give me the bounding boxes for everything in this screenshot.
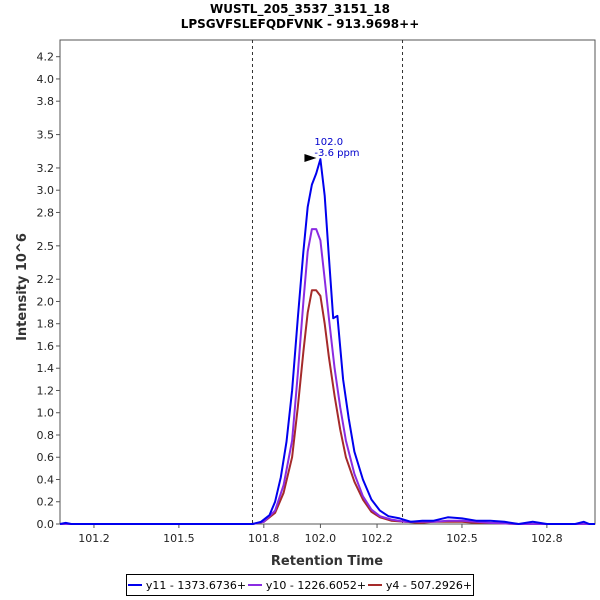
y-tick-label: 0.2 — [37, 496, 55, 509]
x-tick-label: 102.8 — [531, 532, 563, 545]
y-tick-label: 3.5 — [37, 129, 55, 142]
y-tick-label: 4.0 — [37, 73, 55, 86]
y-tick-label: 0.0 — [37, 518, 55, 531]
legend-item: y11 - 1373.6736+ — [127, 578, 247, 592]
y-tick-label: 2.0 — [37, 295, 55, 308]
y-tick-label: 0.6 — [37, 451, 55, 464]
peak-annotation-rt: 102.0 — [314, 137, 343, 148]
y-axis-ticks: 0.0 0.2 0.4 0.6 0.8 1.0 1.2 1.4 1.6 1.8 2.0 2.2 2.5 2… — [37, 51, 60, 531]
integration-boundaries — [251, 40, 404, 524]
plot-area — [59, 39, 596, 525]
y-tick-label: 2.5 — [37, 240, 55, 253]
y-tick-label: 0.4 — [37, 473, 55, 486]
x-tick-label: 101.5 — [163, 532, 195, 545]
legend-label: y4 - 507.2926+ — [385, 578, 473, 592]
y-tick-label: 3.0 — [37, 184, 55, 197]
series-line — [60, 289, 595, 525]
x-tick-label: 101.2 — [78, 532, 110, 545]
legend-label: y11 - 1373.6736+ — [145, 578, 247, 592]
peak-annotation: 102.0 -3.6 ppm — [304, 137, 360, 163]
legend-item: y10 - 1226.6052+ — [247, 578, 367, 592]
y-tick-label: 1.6 — [37, 340, 55, 353]
series-line — [59, 158, 595, 525]
y-tick-label: 4.2 — [37, 51, 55, 64]
chart-title: WUSTL_205_3537_3151_18 — [210, 2, 390, 16]
legend-label: y10 - 1226.6052+ — [265, 578, 367, 592]
x-axis-ticks: 101.2 101.5 101.8 102.0 102.2 102.5 102.8 — [78, 524, 563, 545]
y-tick-label: 0.8 — [37, 429, 55, 442]
y-tick-label: 2.2 — [37, 273, 55, 286]
y-tick-label: 3.8 — [37, 95, 55, 108]
x-tick-label: 102.5 — [446, 532, 478, 545]
peak-annotation-ppm: -3.6 ppm — [314, 148, 359, 159]
legend-swatch — [247, 584, 262, 586]
y-tick-label: 1.8 — [37, 318, 55, 331]
y-tick-label: 1.2 — [37, 384, 55, 397]
peak-marker-icon — [304, 154, 317, 163]
x-axis-title: Retention Time — [271, 554, 383, 569]
x-tick-label: 102.2 — [361, 532, 393, 545]
legend-item: y4 - 507.2926+ — [367, 578, 473, 592]
series-lines — [59, 158, 595, 525]
chart-subtitle: LPSGVFSLEFQDFVNK - 913.9698++ — [180, 17, 420, 31]
y-tick-label: 3.2 — [37, 162, 55, 175]
legend-swatch — [367, 584, 382, 586]
legend-swatch — [127, 584, 142, 586]
series-line — [60, 228, 595, 525]
x-tick-label: 102.0 — [305, 532, 337, 545]
y-axis-title: Intensity 10^6 — [15, 233, 30, 341]
y-tick-label: 1.4 — [37, 362, 55, 375]
y-tick-label: 2.8 — [37, 206, 55, 219]
x-tick-label: 101.8 — [248, 532, 280, 545]
legend: y11 - 1373.6736+ y10 - 1226.6052+ y4 - 507… — [126, 574, 474, 596]
y-tick-label: 1.0 — [37, 407, 55, 420]
